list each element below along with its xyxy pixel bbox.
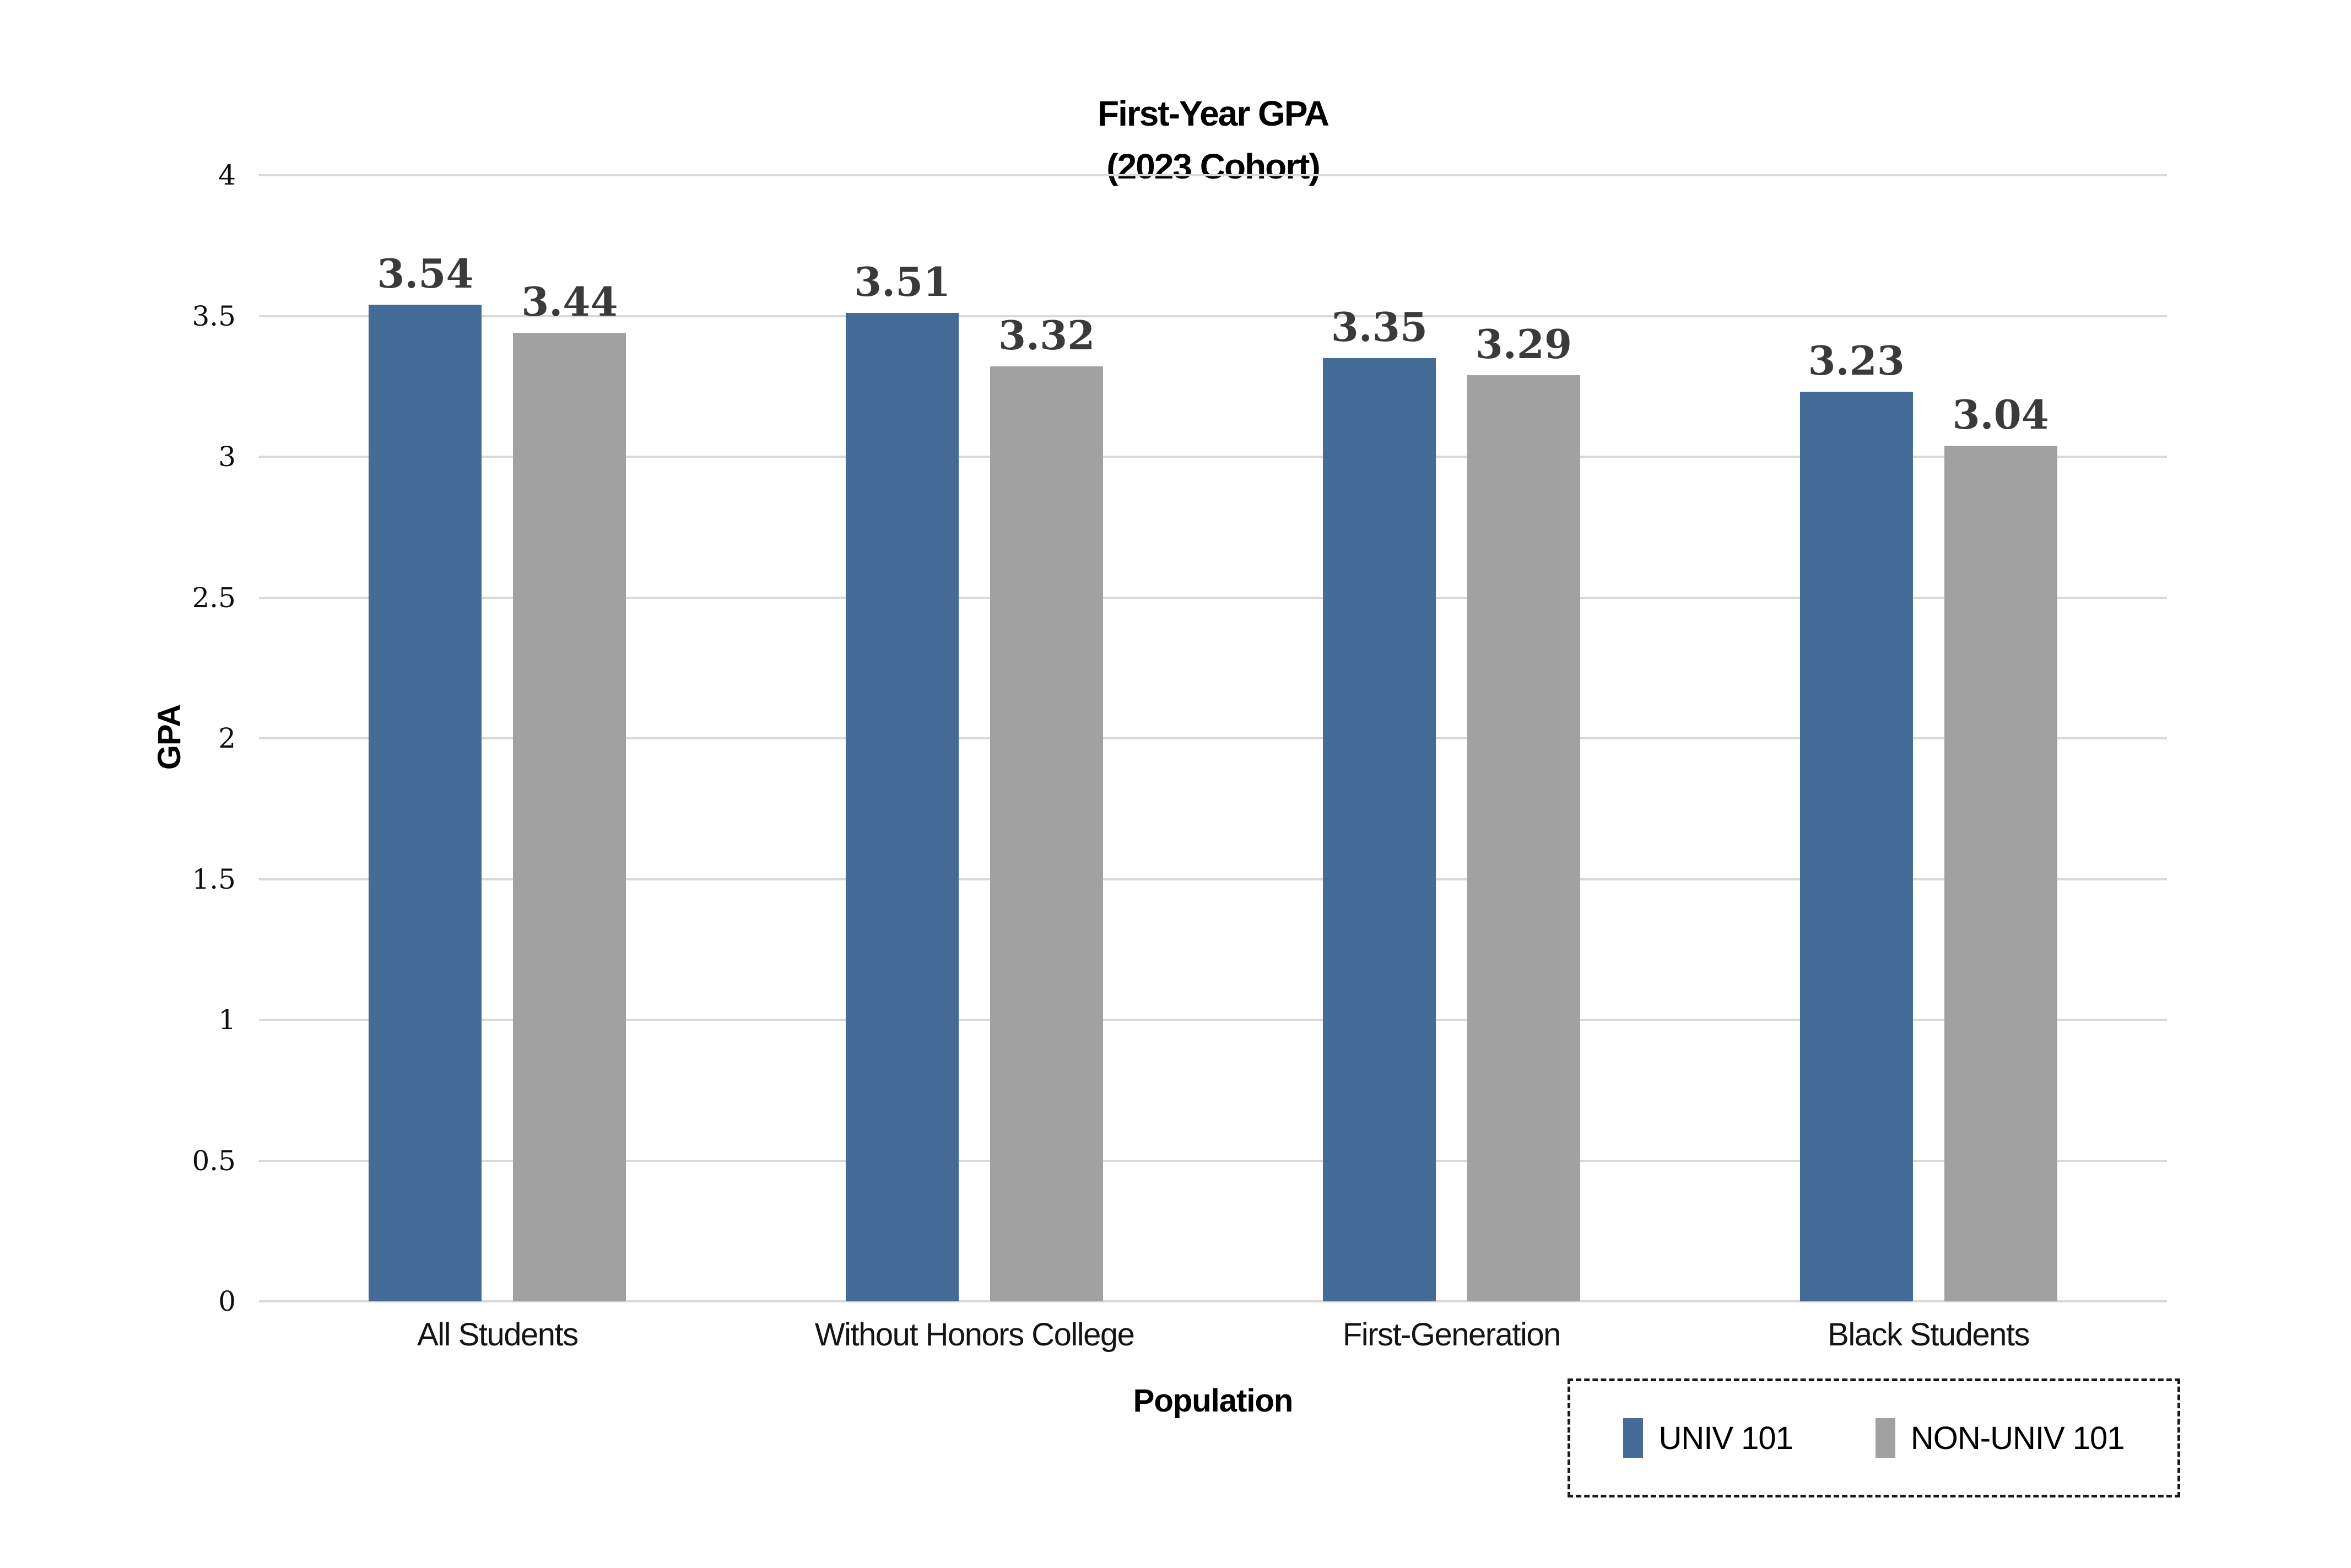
category-label-all-students: All Students [417, 1317, 579, 1353]
gridline-0 [259, 1300, 2167, 1302]
bar-non-univ-101-first-generation [1467, 375, 1580, 1301]
bar-non-univ-101-without-honors-college [990, 366, 1104, 1301]
bar-univ-101-first-generation [1322, 358, 1436, 1301]
gridline-2 [259, 737, 2167, 739]
bar-value-label-univ-101-all-students: 3.54 [377, 250, 474, 298]
chart-title-line2: (2023 Cohort) [1106, 147, 1321, 186]
y-tick-label-1: 1 [218, 1004, 236, 1036]
legend-item-non-univ-101: NON-UNIV 101 [1875, 1418, 2125, 1458]
chart-title: First-Year GPA (2023 Cohort) [259, 87, 2167, 193]
gridline-3.5 [259, 315, 2167, 317]
bar-value-label-non-univ-101-first-generation: 3.29 [1475, 320, 1572, 367]
gridline-1.5 [259, 878, 2167, 880]
legend-item-univ-101: UNIV 101 [1623, 1418, 1793, 1458]
legend-label-univ-101: UNIV 101 [1658, 1420, 1793, 1456]
legend-label-non-univ-101: NON-UNIV 101 [1910, 1420, 2125, 1456]
category-label-without-honors-college: Without Honors College [814, 1317, 1135, 1353]
bar-value-label-non-univ-101-without-honors-college: 3.32 [998, 312, 1095, 359]
bar-univ-101-without-honors-college [846, 313, 959, 1301]
gridline-4 [259, 174, 2167, 176]
chart-title-line1: First-Year GPA [1098, 94, 1329, 133]
y-tick-label-2: 2 [218, 722, 236, 754]
bar-non-univ-101-all-students [513, 333, 626, 1301]
y-tick-label-3.5: 3.5 [192, 300, 236, 332]
y-tick-label-3: 3 [218, 441, 236, 473]
gridline-0.5 [259, 1159, 2167, 1162]
legend: UNIV 101 NON-UNIV 101 [1568, 1378, 2180, 1497]
legend-swatch-non-univ-101-icon [1875, 1418, 1895, 1458]
y-tick-label-1.5: 1.5 [192, 863, 236, 895]
gridline-2.5 [259, 596, 2167, 599]
category-label-black-students: Black Students [1828, 1317, 2030, 1353]
bar-value-label-univ-101-without-honors-college: 3.51 [853, 258, 951, 306]
y-tick-label-4: 4 [218, 159, 236, 191]
bar-univ-101-black-students [1799, 392, 1913, 1301]
y-tick-label-2.5: 2.5 [192, 581, 236, 614]
bar-value-label-non-univ-101-black-students: 3.04 [1952, 391, 2049, 438]
y-tick-label-0: 0 [218, 1285, 236, 1317]
gridline-3 [259, 456, 2167, 458]
legend-swatch-univ-101-icon [1623, 1418, 1644, 1458]
category-label-first-generation: First-Generation [1342, 1317, 1561, 1353]
y-tick-label-0.5: 0.5 [192, 1144, 236, 1177]
x-axis-title: Population [1133, 1383, 1294, 1419]
bar-non-univ-101-black-students [1944, 445, 2057, 1301]
bar-univ-101-all-students [369, 305, 482, 1301]
bar-value-label-univ-101-first-generation: 3.35 [1331, 304, 1428, 351]
gridline-1 [259, 1019, 2167, 1021]
bar-value-label-univ-101-black-students: 3.23 [1808, 337, 1905, 385]
bar-value-label-non-univ-101-all-students: 3.44 [521, 278, 618, 326]
